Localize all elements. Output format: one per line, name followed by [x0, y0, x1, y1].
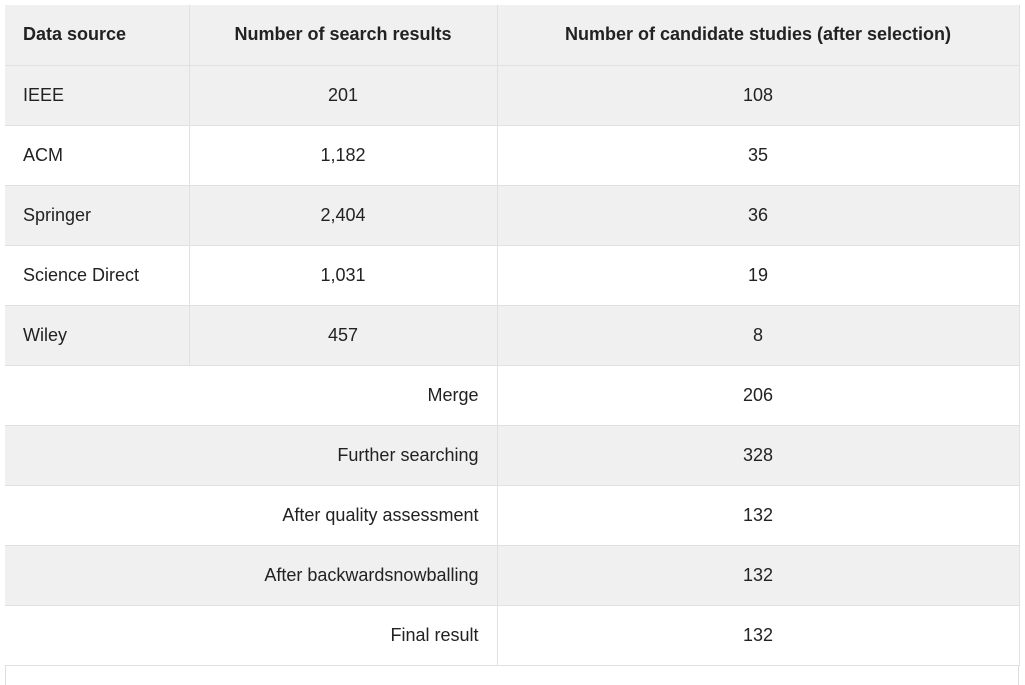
table-header-row: Data source Number of search results Num… — [5, 5, 1020, 66]
summary-row: Final result 132 — [5, 605, 1020, 666]
cell-candidates: 36 — [497, 185, 1020, 246]
table-row: ACM 1,182 35 — [5, 125, 1020, 186]
table-row: Wiley 457 8 — [5, 305, 1020, 366]
summary-value: 206 — [497, 365, 1020, 426]
header-data-source: Data source — [5, 5, 190, 66]
summary-value: 132 — [497, 605, 1020, 666]
summary-label: Final result — [5, 605, 498, 666]
summary-value: 132 — [497, 485, 1020, 546]
cell-source: Wiley — [5, 305, 190, 366]
table-row: IEEE 201 108 — [5, 65, 1020, 126]
cell-results: 2,404 — [189, 185, 498, 246]
summary-row: Further searching 328 — [5, 425, 1020, 486]
summary-value: 328 — [497, 425, 1020, 486]
summary-row: After quality assessment 132 — [5, 485, 1020, 546]
study-selection-table: Data source Number of search results Num… — [5, 5, 1020, 666]
summary-label: After quality assessment — [5, 485, 498, 546]
cell-results: 1,182 — [189, 125, 498, 186]
cell-source: ACM — [5, 125, 190, 186]
summary-value: 132 — [497, 545, 1020, 606]
cell-results: 201 — [189, 65, 498, 126]
cell-candidates: 108 — [497, 65, 1020, 126]
table-row: Science Direct 1,031 19 — [5, 245, 1020, 306]
cell-candidates: 35 — [497, 125, 1020, 186]
summary-label: Further searching — [5, 425, 498, 486]
cell-source: IEEE — [5, 65, 190, 126]
header-candidate-studies: Number of candidate studies (after selec… — [497, 5, 1020, 66]
summary-row: After backwardsnowballing 132 — [5, 545, 1020, 606]
summary-label: Merge — [5, 365, 498, 426]
cell-candidates: 8 — [497, 305, 1020, 366]
cell-candidates: 19 — [497, 245, 1020, 306]
cell-source: Springer — [5, 185, 190, 246]
cell-results: 457 — [189, 305, 498, 366]
summary-label: After backwardsnowballing — [5, 545, 498, 606]
header-search-results: Number of search results — [189, 5, 498, 66]
summary-row: Merge 206 — [5, 365, 1020, 426]
table-row: Springer 2,404 36 — [5, 185, 1020, 246]
cell-results: 1,031 — [189, 245, 498, 306]
cell-source: Science Direct — [5, 245, 190, 306]
